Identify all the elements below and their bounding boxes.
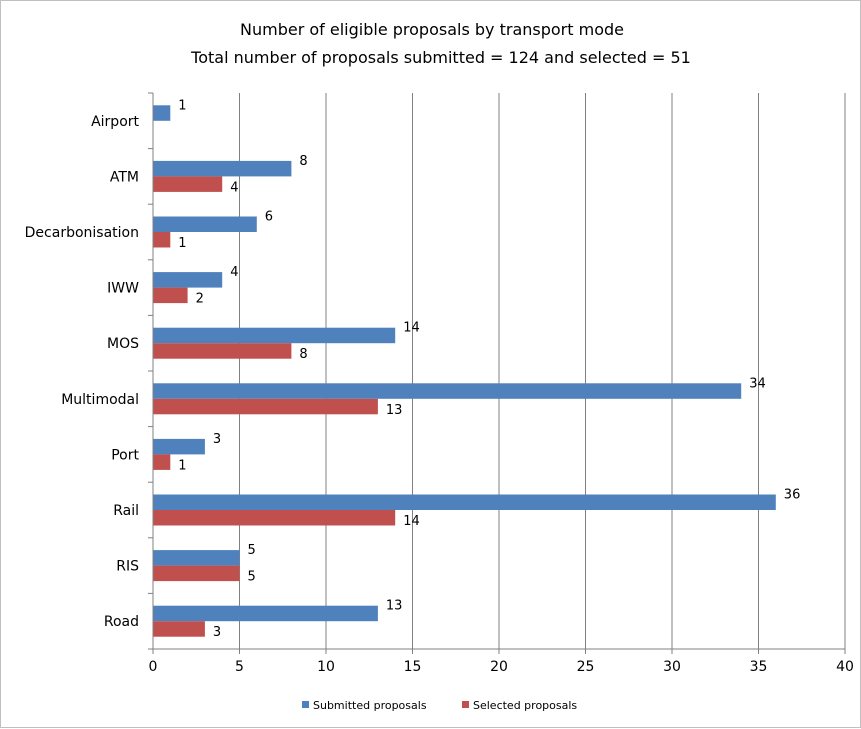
bar-submitted [153,327,396,344]
data-label-selected: 5 [248,570,256,585]
bar-selected [153,621,205,637]
x-tick-label: 5 [235,659,244,675]
bar-submitted [153,216,257,232]
category-label: Airport [91,114,139,130]
bar-selected [153,343,292,359]
data-label-selected: 1 [178,236,186,251]
category-label: MOS [107,336,139,352]
bar-selected [153,232,171,248]
bar-selected [153,565,240,582]
data-label-selected: 1 [178,458,186,473]
data-label-submitted: 6 [265,210,273,225]
bar-submitted [153,605,378,622]
data-label-selected: 8 [299,347,307,362]
data-label-submitted: 3 [213,432,221,447]
chart-subtitle: Total number of proposals submitted = 12… [190,48,691,67]
category-label: Decarbonisation [25,225,139,241]
data-label-submitted: 36 [784,488,801,503]
category-label: Multimodal [61,392,139,408]
data-label-submitted: 8 [299,154,307,169]
data-label-submitted: 4 [230,265,238,280]
x-tick-label: 35 [750,659,768,675]
bar-selected [153,176,223,192]
x-tick-label: 15 [404,659,422,675]
x-tick-label: 10 [317,659,335,675]
bar-submitted [153,494,776,510]
data-label-submitted: 34 [749,376,766,391]
category-label: Road [104,614,139,630]
x-tick-label: 30 [663,659,681,675]
category-label: Port [111,447,139,463]
x-tick-label: 20 [490,659,508,675]
data-label-selected: 13 [386,403,403,418]
data-label-selected: 14 [403,514,420,529]
data-label-submitted: 5 [248,543,256,558]
category-label: ATM [110,169,139,185]
data-label-submitted: 14 [403,321,420,336]
bar-submitted [153,550,240,566]
x-tick-label: 0 [149,659,158,675]
chart-title: Number of eligible proposals by transpor… [240,20,624,39]
bar-submitted [153,272,223,288]
data-label-selected: 4 [230,180,238,195]
category-label: IWW [107,281,139,297]
bar-selected [153,510,396,526]
x-tick-label: 25 [577,659,595,675]
legend-label: Selected proposals [473,699,577,712]
legend-label: Submitted proposals [313,699,427,712]
x-tick-label: 40 [836,659,854,675]
bars [153,105,776,637]
data-label-selected: 2 [196,292,204,307]
data-labels: 1 8 6 4 14 34 3 36 5 13 4 1 2 8 13 1 14 5 3 [178,98,800,640]
bar-submitted [153,383,742,399]
data-label-submitted: 1 [178,98,186,113]
legend-swatch [302,701,309,708]
bar-submitted [153,438,205,455]
legend-swatch [462,701,469,708]
bar-selected [153,398,378,415]
bar-selected [153,287,188,304]
bar-submitted [153,160,292,177]
category-label: Rail [113,503,139,519]
bar-selected [153,454,171,470]
axes: 0 5 10 15 20 25 30 35 40AirportATMDecarbonisatio… [25,92,854,675]
gridlines [239,93,846,649]
category-label: RIS [116,559,139,575]
data-label-submitted: 13 [386,599,403,614]
data-label-selected: 3 [213,625,221,640]
legend: Submitted proposals Selected proposals [302,699,577,712]
bar-submitted [153,105,171,121]
